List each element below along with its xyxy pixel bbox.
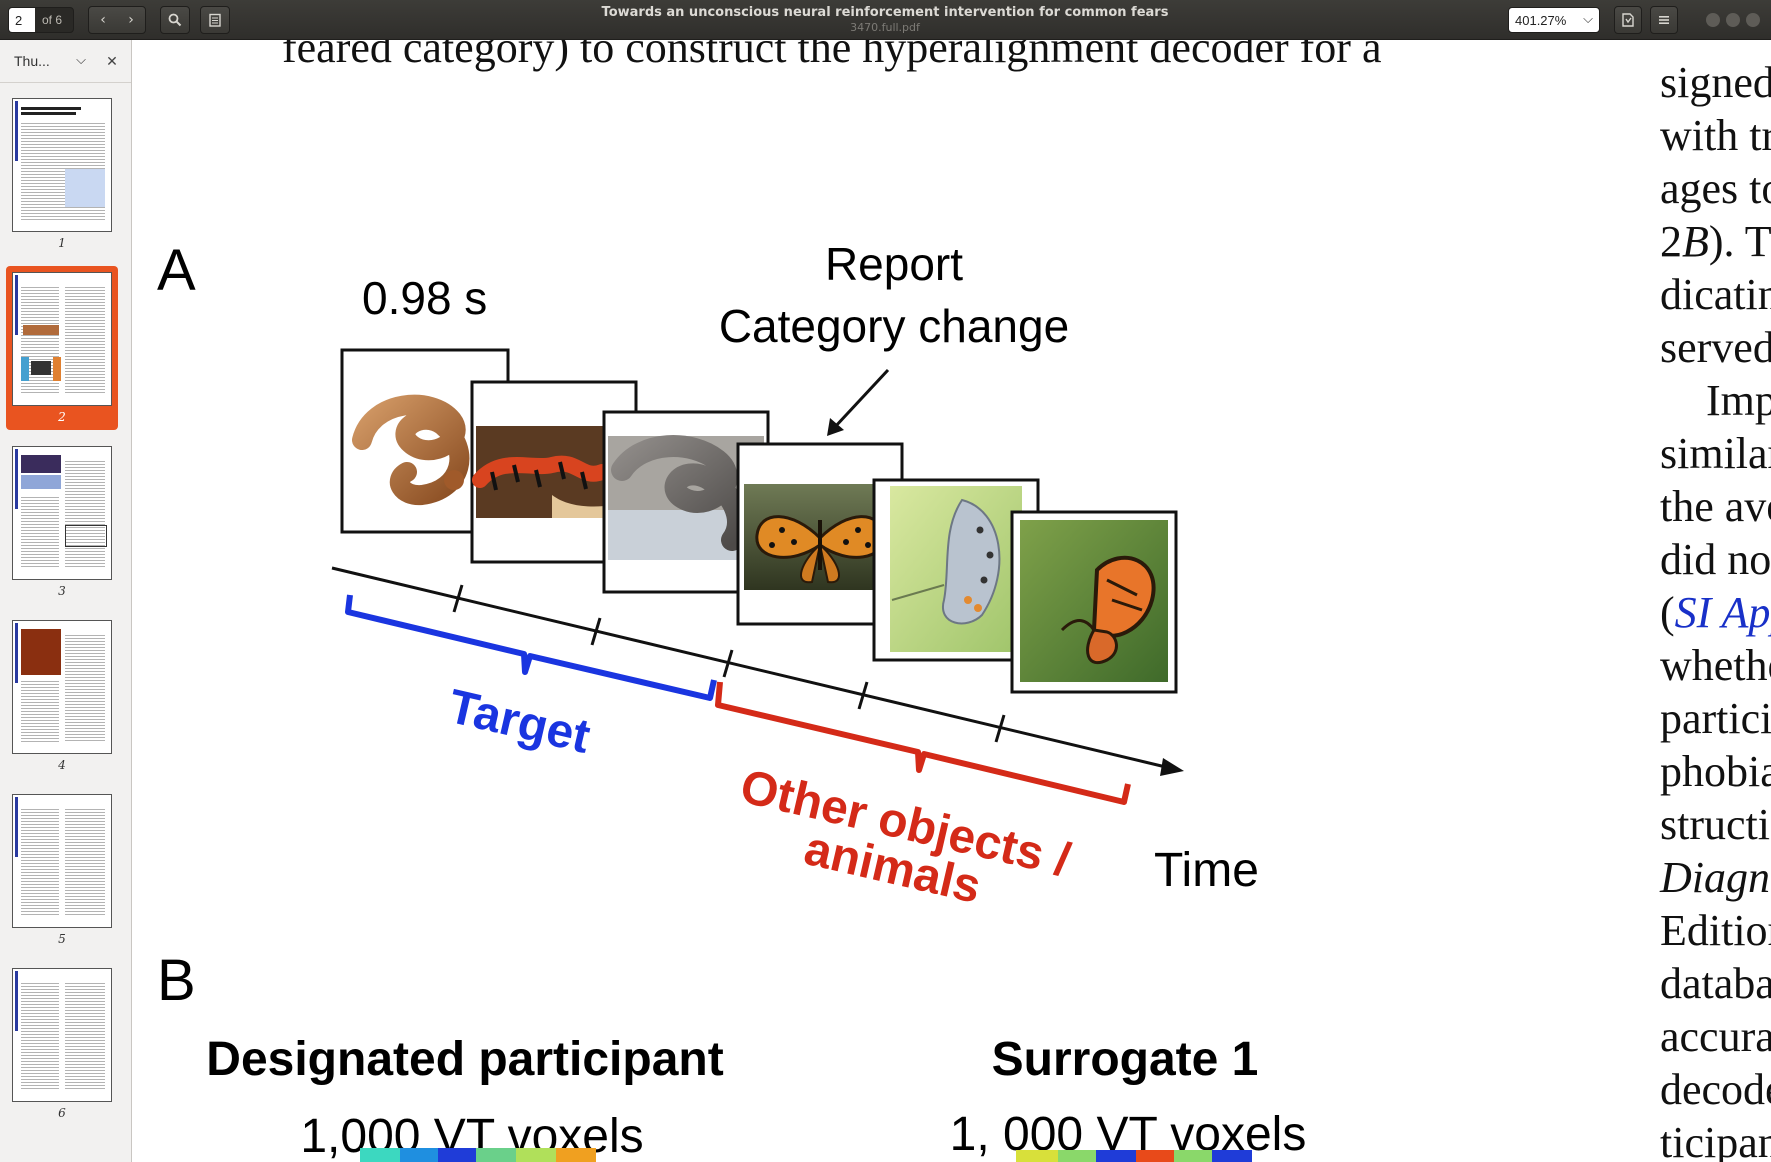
page-thumbnail-image bbox=[12, 968, 112, 1102]
panel-a-label: A bbox=[157, 238, 196, 303]
report-arrow bbox=[827, 368, 890, 436]
si-appendix-link[interactable]: SI Append bbox=[1674, 588, 1771, 637]
other-objects-bracket bbox=[715, 681, 1131, 805]
thumbnail-number: 6 bbox=[58, 1106, 66, 1120]
sidebar-close-icon[interactable]: ✕ bbox=[106, 52, 118, 69]
report-label-line2: Category change bbox=[719, 300, 1069, 352]
search-button[interactable] bbox=[160, 6, 190, 34]
thumbnail-page-2[interactable]: 2 bbox=[6, 266, 118, 430]
body-text-line: feared category) to construct the hypera… bbox=[282, 40, 1382, 72]
body-text-line: struction se bbox=[1660, 800, 1771, 849]
body-text-line: signed-rank bbox=[1660, 58, 1771, 107]
body-text-line: ages to the bbox=[1660, 164, 1771, 213]
body-text-line: decoders co bbox=[1660, 1065, 1771, 1114]
thumbnail-page-5[interactable]: 5 bbox=[6, 788, 118, 952]
body-text-line: participants bbox=[1660, 694, 1771, 743]
page-total-label: of 6 bbox=[42, 13, 63, 27]
document-filename: 3470.full.pdf bbox=[850, 21, 920, 34]
body-text-span: ). These bbox=[1708, 217, 1771, 266]
sidebar-header: Thu... ⌵ ✕ bbox=[0, 40, 131, 83]
body-text-line: Diagnostic bbox=[1660, 853, 1771, 902]
search-icon bbox=[168, 13, 182, 27]
back-icon[interactable]: ‹ bbox=[100, 12, 106, 28]
body-text-line: the average bbox=[1660, 482, 1771, 531]
sidebar-mode-label: Thu... bbox=[14, 53, 50, 69]
page-thumbnail-image bbox=[12, 272, 112, 406]
sidebar-mode-select[interactable]: Thu... ⌵ bbox=[8, 48, 90, 74]
annotations-button[interactable] bbox=[200, 6, 230, 34]
save-button[interactable] bbox=[1614, 6, 1642, 34]
body-text-line: whether hyp bbox=[1660, 641, 1771, 690]
body-text-line: database ar bbox=[1660, 959, 1771, 1008]
figure-ref-number: 2 bbox=[1660, 217, 1682, 266]
thumbnail-number: 3 bbox=[58, 584, 66, 598]
zoom-select[interactable]: 401.27% ⌵ bbox=[1508, 7, 1600, 33]
thumbnail-sidebar: Thu... ⌵ ✕ 1 2 bbox=[0, 40, 132, 1162]
body-text-line: dicating tha bbox=[1660, 270, 1771, 319]
figure-ref-letter: B bbox=[1682, 217, 1709, 266]
body-text-line: (SI Append bbox=[1660, 586, 1771, 639]
annotations-icon bbox=[209, 13, 221, 27]
page-thumbnail-image bbox=[12, 794, 112, 928]
body-text-line: served by hy bbox=[1660, 323, 1771, 372]
forward-icon[interactable]: › bbox=[128, 12, 134, 28]
menu-button[interactable] bbox=[1650, 6, 1678, 34]
surrogate-voxel-strip bbox=[1016, 1150, 1252, 1162]
stimulus-image-butterfly-2 bbox=[872, 478, 1040, 662]
duration-label: 0.98 s bbox=[362, 272, 487, 324]
body-text-line: accuracy of bbox=[1660, 1012, 1771, 1061]
thumbnail-page-6[interactable]: 6 bbox=[6, 962, 118, 1126]
time-label: Time bbox=[1154, 844, 1259, 897]
thumbnail-page-1[interactable]: 1 bbox=[6, 92, 118, 256]
page-thumbnail-image bbox=[12, 98, 112, 232]
page-selector[interactable]: 2 of 6 bbox=[8, 7, 74, 33]
stimulus-image-butterfly-3 bbox=[1010, 510, 1178, 694]
history-nav: ‹ › bbox=[88, 6, 146, 34]
figure-1: A 0.98 s Report Category change bbox=[157, 238, 1306, 1162]
title-bar: 2 of 6 ‹ › Towards an unconscious neural… bbox=[0, 0, 1771, 40]
page-thumbnail-image bbox=[12, 446, 112, 580]
close-icon[interactable] bbox=[1746, 13, 1760, 27]
body-text-line: similar fear bbox=[1660, 429, 1771, 478]
chevron-down-icon: ⌵ bbox=[1583, 11, 1593, 26]
body-text-line: Importar bbox=[1706, 376, 1771, 425]
thumbnail-page-3[interactable]: 3 bbox=[6, 440, 118, 604]
zoom-value: 401.27% bbox=[1515, 12, 1567, 28]
surrogate-title: Surrogate 1 bbox=[992, 1033, 1259, 1086]
report-label-line1: Report bbox=[825, 238, 963, 290]
thumbnail-number: 1 bbox=[58, 236, 66, 250]
page-thumbnail-image bbox=[12, 620, 112, 754]
body-text-line: ticipants ha bbox=[1660, 1118, 1771, 1162]
thumbnail-number: 5 bbox=[58, 932, 66, 946]
designated-voxel-strip bbox=[360, 1148, 596, 1162]
save-icon bbox=[1622, 13, 1634, 27]
document-title: Towards an unconscious neural reinforcem… bbox=[601, 5, 1169, 20]
thumbnail-number: 2 bbox=[58, 410, 66, 424]
thumbnail-number: 4 bbox=[58, 758, 66, 772]
menu-icon bbox=[1659, 16, 1669, 24]
target-bracket bbox=[345, 594, 717, 701]
document-view[interactable]: feared category) to construct the hypera… bbox=[132, 40, 1771, 1162]
maximize-icon[interactable] bbox=[1726, 13, 1740, 27]
body-text-span: ( bbox=[1660, 588, 1675, 637]
time-axis bbox=[331, 566, 1184, 776]
designated-participant-title: Designated participant bbox=[206, 1033, 723, 1086]
target-label: Target bbox=[444, 680, 595, 764]
minimize-icon[interactable] bbox=[1706, 13, 1720, 27]
panel-b-label: B bbox=[157, 948, 196, 1013]
chevron-down-icon: ⌵ bbox=[76, 52, 86, 67]
body-text-line: with traditio bbox=[1660, 111, 1771, 160]
body-text-line: did not mo bbox=[1660, 535, 1771, 584]
body-text-line: 2B). These bbox=[1660, 215, 1771, 268]
page-current-input[interactable]: 2 bbox=[9, 8, 35, 32]
body-text-line: Edition crit bbox=[1660, 906, 1771, 955]
thumbnail-page-4[interactable]: 4 bbox=[6, 614, 118, 778]
